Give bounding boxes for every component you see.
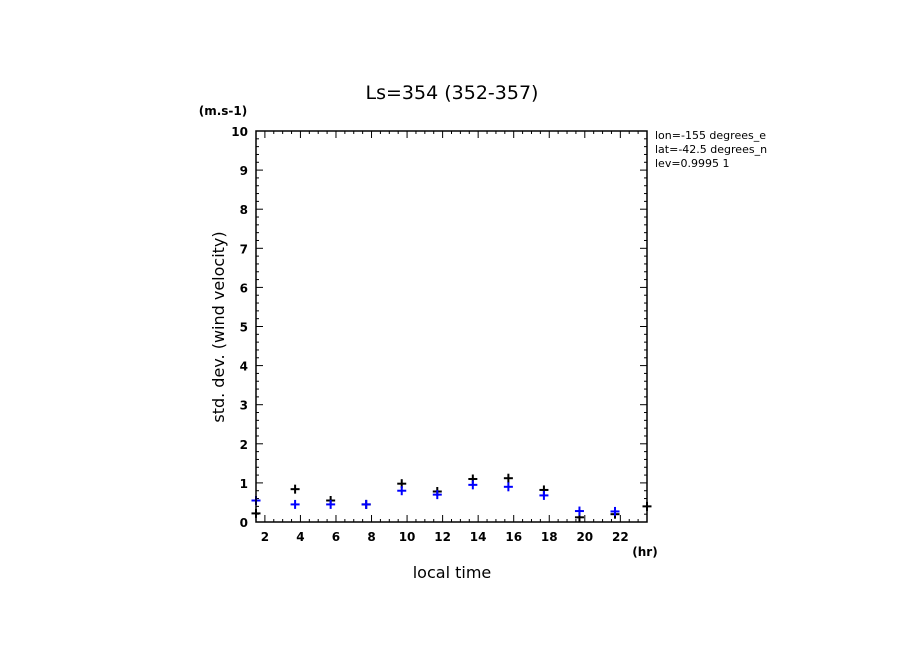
info-lat: lat=-42.5 degrees_n xyxy=(655,143,767,156)
y-tick-label: 0 xyxy=(240,516,248,530)
y-tick-label: 6 xyxy=(240,281,248,295)
x-tick-label: 14 xyxy=(470,530,487,544)
data-point-blue xyxy=(503,482,513,492)
x-axis-label: local time xyxy=(413,563,492,582)
data-point-blue xyxy=(610,506,620,516)
data-point-blue xyxy=(539,490,549,500)
data-point-blue xyxy=(432,490,442,500)
y-tick-label: 1 xyxy=(240,477,248,491)
axis-ticks xyxy=(256,130,648,523)
info-lev: lev=0.9995 1 xyxy=(655,157,730,170)
y-axis-label: std. dev. (wind velocity) xyxy=(209,231,228,422)
x-tick-label: 20 xyxy=(576,530,593,544)
x-tick-label: 22 xyxy=(612,530,629,544)
y-tick-labels: 0 1 2 3 4 5 6 7 8 9 10 xyxy=(231,125,248,530)
y-tick-label: 2 xyxy=(240,438,248,452)
x-tick-label: 10 xyxy=(399,530,416,544)
data-point-blue xyxy=(468,480,478,490)
x-tick-label: 18 xyxy=(541,530,558,544)
x-tick-label: 12 xyxy=(434,530,451,544)
y-tick-label: 7 xyxy=(240,242,248,256)
y-tick-label: 8 xyxy=(240,203,248,217)
x-tick-label: 4 xyxy=(296,530,304,544)
chart-title: Ls=354 (352-357) xyxy=(366,82,539,104)
data-point-blue xyxy=(361,499,371,509)
data-point-black xyxy=(290,484,300,494)
data-point-blue xyxy=(397,486,407,496)
x-tick-label: 2 xyxy=(261,530,269,544)
y-unit-label: (m.s-1) xyxy=(199,104,248,118)
y-tick-label: 10 xyxy=(231,125,248,139)
data-point-blue xyxy=(326,499,336,509)
y-tick-label: 9 xyxy=(240,164,248,178)
x-unit-label: (hr) xyxy=(632,545,657,559)
x-tick-label: 8 xyxy=(367,530,375,544)
x-tick-label: 6 xyxy=(332,530,340,544)
info-lon: lon=-155 degrees_e xyxy=(655,129,766,142)
x-tick-label: 16 xyxy=(505,530,522,544)
data-point-black xyxy=(503,473,513,483)
plot-frame xyxy=(255,130,648,523)
x-tick-labels: 2 4 6 8 10 12 14 16 18 20 22 xyxy=(261,530,629,544)
y-tick-label: 4 xyxy=(240,360,248,374)
data-point-blue xyxy=(290,499,300,509)
y-tick-label: 5 xyxy=(240,321,248,335)
data-point-blue xyxy=(574,506,584,516)
y-tick-label: 3 xyxy=(240,399,248,413)
data-points xyxy=(251,473,652,522)
